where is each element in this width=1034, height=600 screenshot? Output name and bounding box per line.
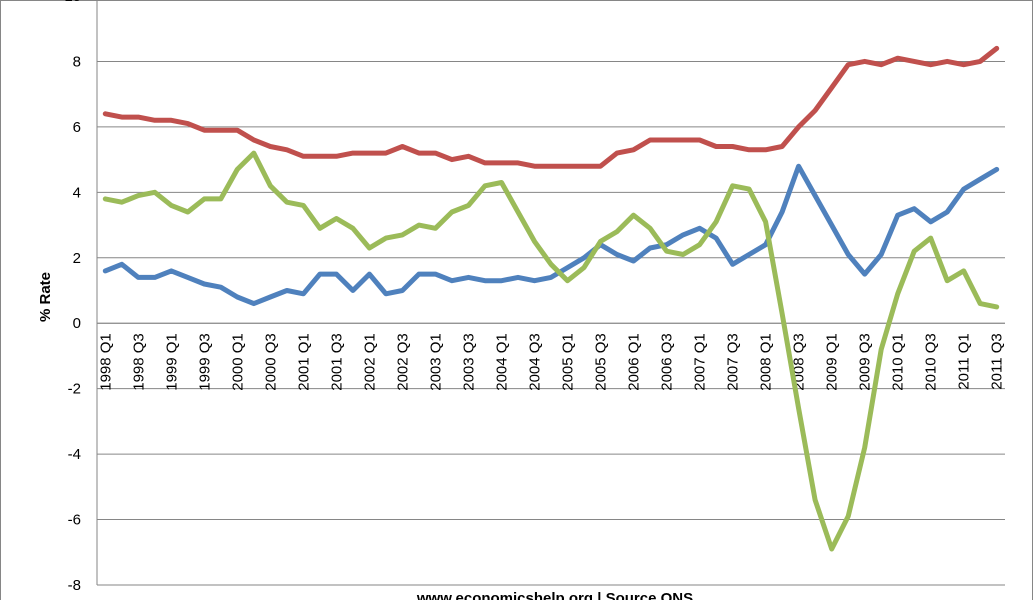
x-tick-label: 2004 Q3 <box>526 333 543 391</box>
x-tick-label: 2000 Q3 <box>262 333 279 391</box>
y-axis-label: % Rate <box>37 272 54 322</box>
x-tick-label: 2000 Q1 <box>229 333 246 391</box>
x-tick-label: 2002 Q1 <box>361 333 378 391</box>
y-tick-label: 2 <box>73 250 81 267</box>
x-tick-label: 1998 Q1 <box>97 333 114 391</box>
y-tick-label: 0 <box>73 315 81 332</box>
x-tick-label: 2005 Q3 <box>593 333 610 391</box>
y-tick-label: 6 <box>73 119 81 136</box>
x-tick-label: 2001 Q3 <box>328 333 345 391</box>
series-line <box>102 163 1000 307</box>
x-tick-label: 1999 Q3 <box>196 333 213 391</box>
y-tick-label: -8 <box>68 577 81 594</box>
x-tick-label: 2007 Q1 <box>692 333 709 391</box>
chart-title: www.economicshelp.org | Source ONS <box>416 590 693 600</box>
series-line <box>102 45 1000 169</box>
x-tick-label: 2001 Q1 <box>295 333 312 391</box>
y-tick-label: 8 <box>73 53 81 70</box>
x-tick-label: 2003 Q1 <box>427 333 444 391</box>
x-tick-label: 2008 Q1 <box>758 333 775 391</box>
x-tick-label: 2009 Q3 <box>857 333 874 391</box>
x-tick-label: 2007 Q3 <box>725 333 742 391</box>
x-tick-label: 1998 Q3 <box>130 333 147 391</box>
x-tick-label: 2006 Q1 <box>626 333 643 391</box>
x-tick-label: 2006 Q3 <box>659 333 676 391</box>
x-tick-label: 2011 Q1 <box>956 333 973 389</box>
x-tick-label: 2004 Q1 <box>493 333 510 391</box>
x-tick-label: 1999 Q1 <box>163 333 180 391</box>
x-tick-label: 2002 Q3 <box>394 333 411 391</box>
x-tick-label: 2005 Q1 <box>560 333 577 391</box>
y-tick-label: -4 <box>68 446 81 463</box>
series-line <box>102 150 1000 552</box>
x-tick-label: 2003 Q3 <box>460 333 477 391</box>
y-tick-label: 4 <box>73 184 81 201</box>
y-tick-label: -2 <box>68 381 81 398</box>
x-tick-label: 2009 Q1 <box>824 333 841 391</box>
x-tick-label: 2010 Q1 <box>890 333 907 391</box>
y-tick-label: 10 <box>64 0 81 5</box>
x-tick-label: 2011 Q3 <box>989 333 1006 389</box>
y-tick-label: -6 <box>68 512 81 529</box>
x-tick-label: 2010 Q3 <box>923 333 940 391</box>
